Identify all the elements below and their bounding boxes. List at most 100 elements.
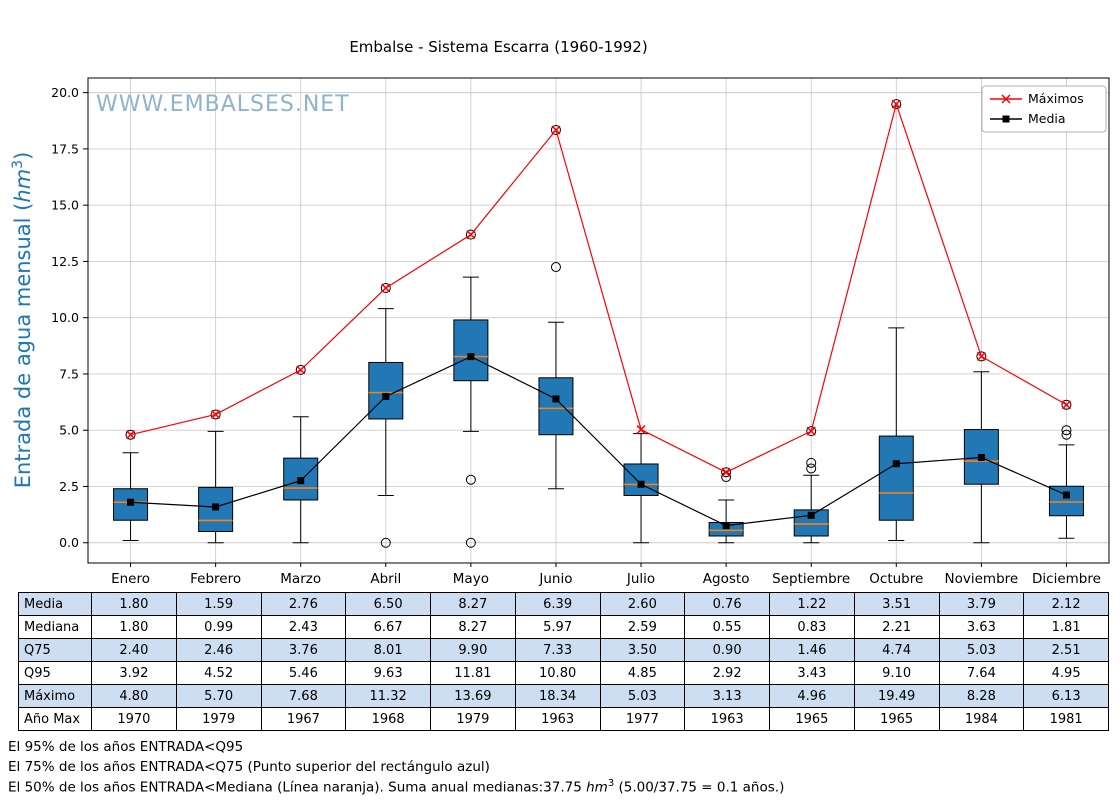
table-cell: 11.32 <box>345 684 431 708</box>
table-cell: 7.64 <box>938 661 1025 685</box>
table-row: Q95 3.92 4.52 5.46 9.63 11.81 10.80 4.85 2.92 3.4… <box>18 661 1109 685</box>
table-cell: 3.43 <box>769 661 855 685</box>
plot-frame <box>87 77 1110 564</box>
table-cell: 2.46 <box>175 638 262 662</box>
table-cell: 2.43 <box>260 615 347 639</box>
svg-text:10.0: 10.0 <box>51 310 79 325</box>
y-axis-label: Entrada de agua mensual (hm3) <box>10 152 35 489</box>
table-cell: 1981 <box>1023 707 1109 731</box>
table-cell: 8.01 <box>345 638 431 662</box>
table-cell: 5.03 <box>599 684 686 708</box>
row-label: Máximo <box>18 684 92 708</box>
table-cell: 5.97 <box>514 615 601 639</box>
svg-text:Máximos: Máximos <box>1028 91 1084 106</box>
footnote-hm-math: hm <box>586 779 608 796</box>
table-cell: 1967 <box>260 707 347 731</box>
row-label: Mediana <box>18 615 92 639</box>
table-row: Año Max 1970 1979 1967 1968 1979 1963 1977 1963 1… <box>18 707 1109 731</box>
table-cell: 0.76 <box>684 592 770 616</box>
x-axis: Enero Febrero Marzo Abril Mayo Junio Julio Agos… <box>111 563 1101 587</box>
table-cell: 13.69 <box>430 684 516 708</box>
footnote-mediana: El 50% de los años ENTRADA<Mediana (Líne… <box>8 777 1120 798</box>
table-cell: 4.95 <box>1023 661 1109 685</box>
media-line <box>127 353 1070 530</box>
table-cell: 8.28 <box>938 684 1025 708</box>
gridlines <box>88 78 1109 563</box>
table-cell: 11.81 <box>430 661 516 685</box>
table-cell: 1.81 <box>1023 615 1109 639</box>
row-label: Q95 <box>18 661 92 685</box>
table-cell: 4.80 <box>91 684 177 708</box>
table-cell: 7.68 <box>260 684 347 708</box>
row-label: Año Max <box>18 707 92 731</box>
table-cell: 5.03 <box>938 638 1025 662</box>
table-cell: 3.51 <box>853 592 940 616</box>
table-cell: 6.13 <box>1023 684 1109 708</box>
footnote-hm-sup: 3 <box>607 778 615 790</box>
svg-text:Agosto: Agosto <box>703 571 750 587</box>
svg-text:15.0: 15.0 <box>51 198 79 213</box>
chart-canvas: 0.0 2.5 5.0 7.5 10.0 12.5 15.0 17.5 20.0 Enero Feb… <box>10 38 1110 587</box>
table-cell: 7.33 <box>514 638 601 662</box>
table-cell: 4.74 <box>853 638 940 662</box>
svg-text:5.0: 5.0 <box>59 423 79 438</box>
footnote-mediana-text: El 50% de los años ENTRADA<Mediana (Líne… <box>8 779 587 796</box>
table-cell: 5.46 <box>260 661 347 685</box>
table-cell: 0.99 <box>175 615 262 639</box>
table-cell: 3.92 <box>91 661 177 685</box>
table-row: Mediana 1.80 0.99 2.43 6.67 8.27 5.97 2.59 0.55 0… <box>18 615 1109 639</box>
table-cell: 4.85 <box>599 661 686 685</box>
footnote-mediana-tail: (5.00/37.75 = 0.1 años.) <box>614 779 785 796</box>
table-cell: 1984 <box>938 707 1025 731</box>
footnote-q75: El 75% de los años ENTRADA<Q75 (Punto su… <box>8 758 490 775</box>
table-cell: 1963 <box>514 707 601 731</box>
table-cell: 2.12 <box>1023 592 1109 616</box>
table-cell: 2.60 <box>599 592 686 616</box>
svg-text:Septiembre: Septiembre <box>772 571 850 587</box>
table-cell: 1.80 <box>91 592 177 616</box>
table-cell: 1965 <box>853 707 940 731</box>
svg-text:Diciembre: Diciembre <box>1032 571 1101 587</box>
table-cell: 1965 <box>769 707 855 731</box>
table-cell: 10.80 <box>514 661 601 685</box>
svg-text:Julio: Julio <box>626 571 655 587</box>
legend: Máximos Media <box>981 85 1107 133</box>
table-cell: 2.40 <box>91 638 177 662</box>
table-cell: 6.50 <box>345 592 431 616</box>
boxplots <box>113 99 1084 548</box>
table-cell: 1.59 <box>175 592 262 616</box>
svg-text:2.5: 2.5 <box>59 479 79 494</box>
svg-text:Noviembre: Noviembre <box>945 571 1019 587</box>
table-cell: 5.70 <box>175 684 262 708</box>
table-cell: 1970 <box>91 707 177 731</box>
table-cell: 6.39 <box>514 592 601 616</box>
maximos-line <box>126 99 1071 477</box>
table-row: Media 1.80 1.59 2.76 6.50 8.27 6.39 2.60 0.76 1.2… <box>18 592 1109 616</box>
table-cell: 0.83 <box>769 615 855 639</box>
footnotes: El 95% de los años ENTRADA<Q95 El 75% de… <box>8 738 1120 798</box>
svg-text:Febrero: Febrero <box>190 571 241 587</box>
table-cell: 2.21 <box>853 615 940 639</box>
y-axis: 0.0 2.5 5.0 7.5 10.0 12.5 15.0 17.5 20.0 <box>51 85 88 550</box>
table-cell: 0.90 <box>684 638 770 662</box>
table-cell: 6.67 <box>345 615 431 639</box>
table-cell: 0.55 <box>684 615 770 639</box>
table-row: Q75 2.40 2.46 3.76 8.01 9.90 7.33 3.50 0.90 1.46 4… <box>18 638 1109 662</box>
table-cell: 8.27 <box>430 592 516 616</box>
svg-text:7.5: 7.5 <box>59 366 79 381</box>
table-cell: 2.51 <box>1023 638 1109 662</box>
svg-text:Media: Media <box>1028 111 1066 126</box>
svg-text:Mayo: Mayo <box>453 571 489 587</box>
boxplot-chart: 0.0 2.5 5.0 7.5 10.0 12.5 15.0 17.5 20.0 Enero Feb… <box>10 38 1110 587</box>
footnote-q95: El 95% de los años ENTRADA<Q95 <box>8 739 244 755</box>
table-cell: 3.63 <box>938 615 1025 639</box>
table-cell: 2.59 <box>599 615 686 639</box>
svg-text:12.5: 12.5 <box>51 254 79 269</box>
stats-table: Media 1.80 1.59 2.76 6.50 8.27 6.39 2.60 0.76 1.2… <box>18 592 1109 731</box>
table-cell: 1979 <box>175 707 262 731</box>
table-cell: 9.10 <box>853 661 940 685</box>
table-cell: 1963 <box>684 707 770 731</box>
svg-text:0.0: 0.0 <box>59 535 79 550</box>
table-cell: 2.76 <box>260 592 347 616</box>
table-cell: 1.80 <box>91 615 177 639</box>
